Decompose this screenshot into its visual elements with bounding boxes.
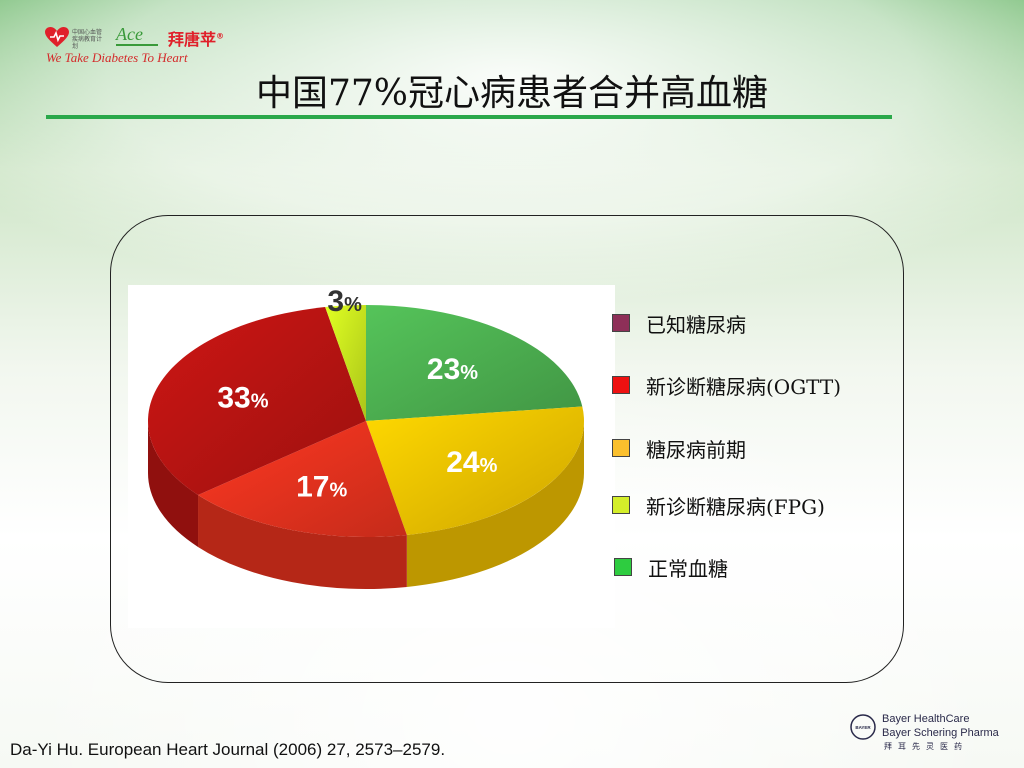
pie-label-4: 3% — [327, 285, 362, 318]
chart-frame — [110, 215, 904, 683]
citation: Da-Yi Hu. European Heart Journal (2006) … — [10, 740, 446, 759]
legend-swatch — [612, 496, 630, 514]
legend-swatch — [614, 558, 632, 576]
legend-swatch — [612, 376, 630, 394]
pie-slice-0 — [366, 305, 583, 421]
legend-label: 糖尿病前期 — [646, 437, 746, 462]
pie-slice-1 — [366, 406, 584, 535]
legend-label: 新诊断糖尿病(OGTT) — [646, 374, 842, 399]
ace-logo-underline — [116, 44, 158, 46]
pie-side-3 — [148, 421, 199, 547]
bayer-schering-text: Bayer Schering Pharma — [882, 727, 999, 739]
pie-chart-svg: 23% 24% 17% 33% 3% — [147, 285, 584, 589]
legend-item: 正常血糖 — [614, 552, 728, 582]
pie-slice-2 — [198, 421, 407, 537]
legend-item: 糖尿病前期 — [612, 433, 746, 463]
pie-label-1: 24% — [446, 446, 497, 479]
brand-name: 拜唐苹 — [168, 30, 217, 49]
legend-item: 新诊断糖尿病(OGTT) — [612, 370, 841, 400]
legend-swatch — [612, 439, 630, 457]
title-rule — [46, 115, 892, 119]
legend-swatch — [612, 314, 630, 332]
pie-side-2 — [198, 494, 407, 589]
bayer-logo-area: BAYER Bayer HealthCare Bayer Schering Ph… — [850, 712, 1015, 762]
pie-label-0: 23% — [427, 353, 478, 386]
pie-label-3: 33% — [217, 381, 268, 414]
ace-logo: Ace — [116, 24, 143, 44]
bayer-cross-icon: BAYER — [850, 714, 876, 740]
heart-logo-icon — [45, 27, 69, 47]
pie-side-1 — [406, 421, 584, 587]
pie-slice-3 — [147, 307, 366, 495]
svg-text:BAYER: BAYER — [855, 725, 871, 730]
legend-label: 已知糖尿病 — [646, 312, 746, 337]
program-logo-text: 中国心血管疾病教育计划 — [72, 29, 103, 50]
bayer-chinese-text: 拜耳先灵医药 — [884, 742, 968, 751]
logo-area: 中国心血管疾病教育计划 Ace 拜唐苹® We Take Diabetes To… — [44, 22, 254, 66]
pie-chart: 23% 24% 17% 33% 3% — [128, 285, 615, 628]
pie-slice-4 — [325, 305, 366, 421]
legend-item: 新诊断糖尿病(FPG) — [612, 490, 825, 520]
logo-tagline: We Take Diabetes To Heart — [46, 50, 188, 65]
pie-label-2: 17% — [296, 470, 347, 503]
legend-item: 已知糖尿病 — [612, 308, 746, 338]
bayer-healthcare-text: Bayer HealthCare — [882, 713, 970, 725]
slide-title: 中国77%冠心病患者合并高血糖 — [255, 73, 769, 114]
brand-logo: 拜唐苹® — [168, 26, 224, 50]
pie-side-walls — [148, 421, 584, 589]
brand-registered-mark: ® — [216, 31, 225, 41]
legend-label: 新诊断糖尿病(FPG) — [646, 494, 825, 519]
legend-label: 正常血糖 — [648, 556, 728, 581]
